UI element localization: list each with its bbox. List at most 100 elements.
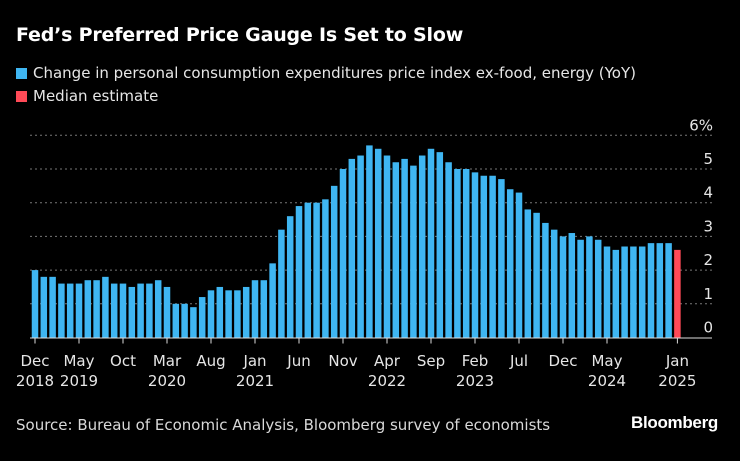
bar	[75, 283, 83, 338]
bar	[163, 286, 171, 338]
bar	[93, 280, 100, 338]
x-tick-month: Jul	[509, 352, 528, 370]
legend-swatch-red	[16, 90, 27, 102]
bar	[401, 158, 408, 338]
bar	[172, 303, 180, 338]
bar	[533, 212, 540, 338]
source-note: Source: Bureau of Economic Analysis, Blo…	[16, 416, 551, 434]
x-tick-year: 2024	[588, 372, 626, 390]
bar	[612, 249, 620, 338]
x-tick-month: May	[63, 352, 94, 370]
bar	[137, 283, 144, 338]
bar	[506, 189, 514, 338]
bar	[348, 158, 356, 338]
bar	[49, 276, 56, 338]
legend-label: Median estimate	[33, 87, 159, 105]
bar	[410, 165, 417, 338]
bar	[225, 290, 232, 338]
bar	[427, 148, 435, 338]
bar	[621, 246, 628, 338]
bar	[260, 280, 268, 338]
y-tick-label: 2	[703, 251, 713, 269]
bar	[462, 169, 470, 338]
bar	[31, 270, 39, 338]
bar	[295, 206, 303, 338]
x-tick-month: Feb	[462, 352, 489, 370]
bar	[119, 283, 127, 338]
x-tick-year: 2025	[658, 372, 696, 390]
legend-item-pce: Change in personal consumption expenditu…	[16, 64, 636, 82]
bar	[392, 162, 400, 338]
x-tick-month: Sep	[417, 352, 445, 370]
bar	[286, 216, 294, 338]
bar	[234, 290, 241, 338]
bloomberg-logo: Bloomberg	[630, 413, 718, 432]
bar	[330, 185, 338, 338]
bar	[357, 155, 364, 338]
bar	[146, 283, 153, 338]
bar	[242, 286, 250, 338]
y-tick-label: 6%	[689, 116, 713, 134]
x-tick-month: Jan	[665, 352, 689, 370]
bar	[374, 148, 382, 338]
bar	[630, 246, 637, 338]
legend-item-estimate: Median estimate	[16, 87, 158, 105]
bar	[339, 169, 347, 338]
bar	[471, 172, 479, 338]
y-tick-label: 0	[703, 319, 713, 337]
bar	[454, 169, 461, 338]
bar	[154, 280, 162, 338]
y-tick-label: 3	[703, 217, 713, 235]
x-tick-year: 2023	[456, 372, 494, 390]
x-tick-year: 2021	[236, 372, 274, 390]
bar	[550, 229, 558, 338]
bar	[515, 192, 523, 338]
x-tick-month: Jan	[242, 352, 266, 370]
bar	[586, 236, 593, 338]
bar	[638, 246, 646, 338]
x-tick-month: Mar	[153, 352, 182, 370]
bar	[322, 199, 329, 338]
x-tick-month: Aug	[196, 352, 225, 370]
bar	[577, 239, 584, 338]
bar	[542, 222, 549, 338]
bar	[418, 155, 426, 338]
bar	[594, 239, 602, 338]
bar	[58, 283, 65, 338]
x-tick-month: Apr	[374, 352, 401, 370]
x-tick-month: May	[591, 352, 622, 370]
bar	[313, 202, 320, 338]
bar	[603, 246, 611, 338]
bar	[498, 179, 505, 338]
x-tick-month: Nov	[328, 352, 357, 370]
bar	[647, 243, 655, 338]
bar	[198, 297, 206, 338]
bar	[216, 286, 224, 338]
bar	[102, 276, 109, 338]
legend-swatch-blue	[16, 67, 27, 79]
x-tick-month: Dec	[548, 352, 577, 370]
x-tick-month: Jun	[286, 352, 310, 370]
bar	[66, 283, 74, 338]
bar	[656, 243, 664, 338]
x-tick-month: Dec	[20, 352, 49, 370]
x-tick-year: 2019	[60, 372, 98, 390]
bar	[489, 175, 496, 338]
bar	[251, 280, 259, 338]
bar	[445, 162, 452, 338]
bar	[436, 152, 444, 338]
legend-label: Change in personal consumption expenditu…	[33, 64, 636, 82]
x-tick-year: 2018	[16, 372, 54, 390]
bar	[568, 233, 576, 338]
bar	[84, 280, 92, 338]
bar	[480, 175, 488, 338]
bar	[110, 283, 118, 338]
bar	[190, 307, 197, 338]
y-tick-label: 4	[703, 184, 713, 202]
x-tick-year: 2022	[368, 372, 406, 390]
bar-estimate	[674, 249, 681, 338]
chart-title: Fed’s Preferred Price Gauge Is Set to Sl…	[16, 24, 464, 46]
x-tick-year: 2020	[148, 372, 186, 390]
bar	[269, 263, 276, 338]
bar	[40, 276, 48, 338]
